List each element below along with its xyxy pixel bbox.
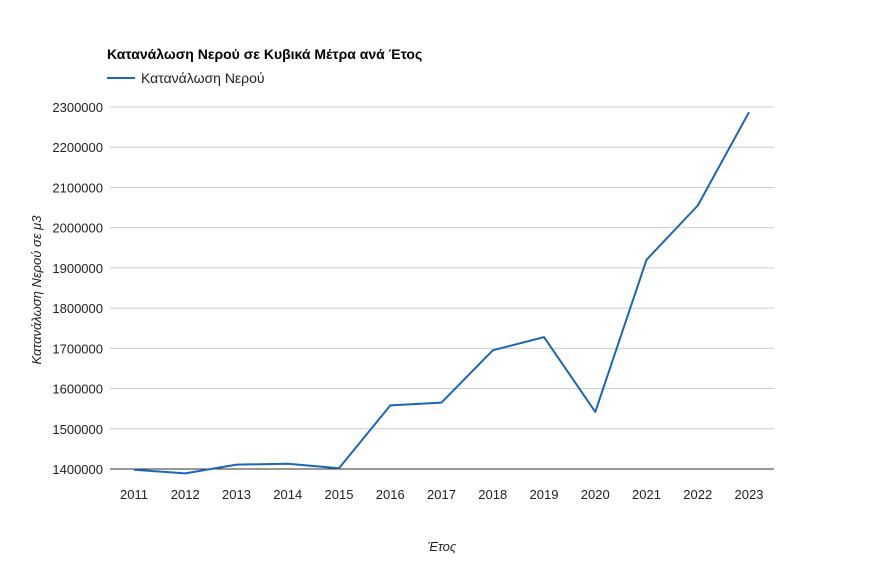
x-tick-label: 2016: [376, 487, 405, 502]
legend-label: Κατανάλωση Νερού: [141, 70, 265, 86]
y-tick-label: 1700000: [52, 341, 103, 356]
y-tick-label: 1900000: [52, 261, 103, 276]
x-tick-label: 2015: [325, 487, 354, 502]
chart-title: Κατανάλωση Νερού σε Κυβικά Μέτρα ανά Έτο…: [107, 46, 422, 62]
x-tick-label: 2022: [683, 487, 712, 502]
x-tick-label: 2019: [530, 487, 559, 502]
y-tick-label: 2000000: [52, 221, 103, 236]
y-tick-label: 1800000: [52, 301, 103, 316]
x-tick-label: 2023: [735, 487, 764, 502]
y-tick-label: 2100000: [52, 180, 103, 195]
x-tick-label: 2013: [222, 487, 251, 502]
x-tick-label: 2018: [478, 487, 507, 502]
gridlines: [110, 106, 774, 470]
y-tick-label: 1400000: [52, 462, 103, 477]
x-tick-label: 2012: [171, 487, 200, 502]
x-axis-ticks: 2011 2012 2013 2014 2015 2016 2017 2018 2019 2020…: [120, 487, 763, 502]
y-tick-label: 2200000: [52, 140, 103, 155]
x-tick-label: 2021: [632, 487, 661, 502]
x-tick-label: 2017: [427, 487, 456, 502]
x-tick-label: 2014: [273, 487, 302, 502]
series-line: [133, 111, 750, 475]
x-tick-label: 2011: [120, 487, 148, 502]
legend: Κατανάλωση Νερού: [107, 70, 265, 86]
y-tick-label: 1600000: [52, 382, 103, 397]
x-axis-title: Έτος: [428, 539, 457, 554]
y-tick-label: 1500000: [52, 422, 103, 437]
y-axis-title: Κατανάλωση Νερού σε μ3: [29, 215, 44, 365]
y-axis-ticks: 1400000 1500000 1600000 1700000 1800000 19000…: [52, 100, 103, 477]
series-layer: [133, 111, 750, 475]
y-tick-label: 2300000: [52, 100, 103, 115]
x-tick-label: 2020: [581, 487, 610, 502]
